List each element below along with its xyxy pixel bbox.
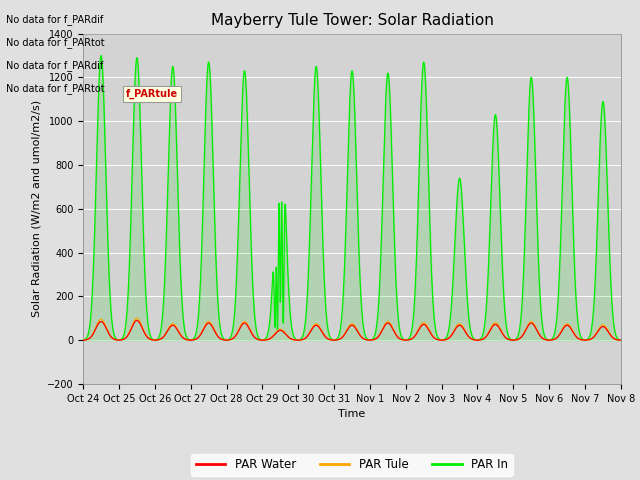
Text: f_PARtule: f_PARtule xyxy=(126,89,179,99)
Text: No data for f_PARdif: No data for f_PARdif xyxy=(6,14,104,25)
Text: No data for f_PARtot: No data for f_PARtot xyxy=(6,37,105,48)
Y-axis label: Solar Radiation (W/m2 and umol/m2/s): Solar Radiation (W/m2 and umol/m2/s) xyxy=(31,100,42,317)
Text: No data for f_PARtot: No data for f_PARtot xyxy=(6,84,105,95)
Title: Mayberry Tule Tower: Solar Radiation: Mayberry Tule Tower: Solar Radiation xyxy=(211,13,493,28)
X-axis label: Time: Time xyxy=(339,409,365,419)
Text: No data for f_PARdif: No data for f_PARdif xyxy=(6,60,104,72)
Legend: PAR Water, PAR Tule, PAR In: PAR Water, PAR Tule, PAR In xyxy=(191,454,513,476)
